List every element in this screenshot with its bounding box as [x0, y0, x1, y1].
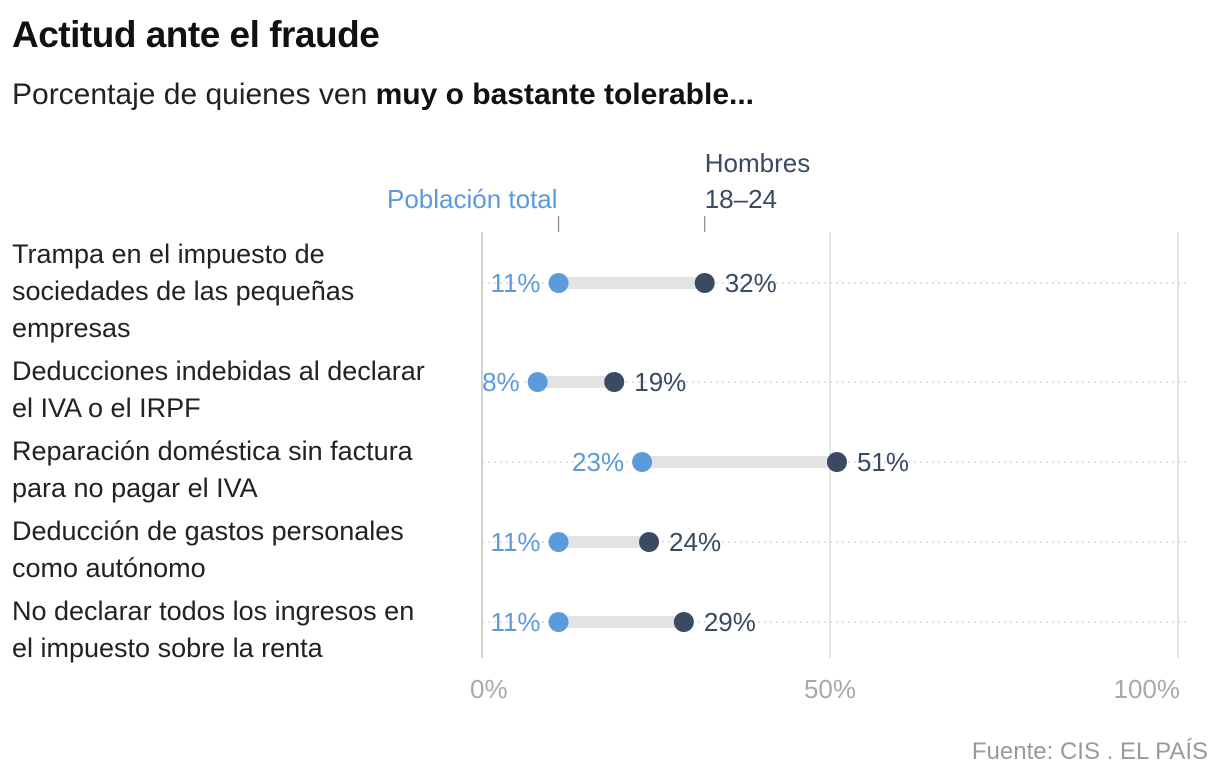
x-tick-label: 50% [804, 674, 856, 704]
chart-subtitle: Porcentaje de quienes ven muy o bastante… [12, 78, 754, 112]
value-label-poblacion-total: 23% [572, 447, 624, 477]
x-tick-label: 100% [1114, 674, 1181, 704]
dot-hombres-18-24 [826, 452, 847, 472]
value-label-hombres-18-24: 19% [634, 367, 686, 397]
chart-title: Actitud ante el fraude [12, 14, 380, 55]
category-label: como autónomo [12, 553, 206, 583]
dot-poblacion-total [527, 372, 548, 392]
category-label: el impuesto sobre la renta [12, 633, 324, 663]
category-label: Deducciones indebidas al declarar [12, 356, 425, 386]
category-label: el IVA o el IRPF [12, 393, 201, 423]
value-label-poblacion-total: 11% [490, 268, 540, 298]
value-label-poblacion-total: 8% [482, 367, 520, 397]
value-label-poblacion-total: 11% [490, 527, 540, 557]
category-label: Reparación doméstica sin factura [12, 436, 414, 466]
value-label-poblacion-total: 11% [490, 607, 540, 637]
legend-hombres-18-24: 18–24 [705, 184, 777, 214]
value-label-hombres-18-24: 24% [669, 527, 721, 557]
source-note: Fuente: CIS . EL PAÍS [971, 738, 1208, 765]
dot-hombres-18-24 [604, 372, 625, 392]
dot-poblacion-total [632, 452, 653, 472]
subtitle-prefix: Porcentaje de quienes ven [12, 78, 376, 111]
value-label-hombres-18-24: 29% [704, 607, 756, 637]
legend-hombres-18-24: Hombres [705, 148, 810, 178]
dot-hombres-18-24 [673, 612, 694, 632]
value-label-hombres-18-24: 32% [725, 268, 777, 298]
category-label: para no pagar el IVA [12, 473, 258, 503]
category-label: Deducción de gastos personales [12, 516, 404, 546]
dot-poblacion-total [548, 273, 569, 293]
dot-poblacion-total [548, 612, 569, 632]
dot-poblacion-total [548, 532, 569, 552]
category-label: empresas [12, 313, 131, 343]
category-label: No declarar todos los ingresos en [12, 596, 414, 626]
x-tick-label: 0% [470, 674, 508, 704]
legend-poblacion-total: Población total [387, 184, 558, 214]
value-label-hombres-18-24: 51% [857, 447, 909, 477]
subtitle-emphasis: muy o bastante tolerable... [375, 78, 755, 111]
category-label: sociedades de las pequeñas [12, 276, 354, 306]
dot-hombres-18-24 [694, 273, 715, 293]
category-label: Trampa en el impuesto de [12, 239, 325, 269]
dot-hombres-18-24 [639, 532, 660, 552]
